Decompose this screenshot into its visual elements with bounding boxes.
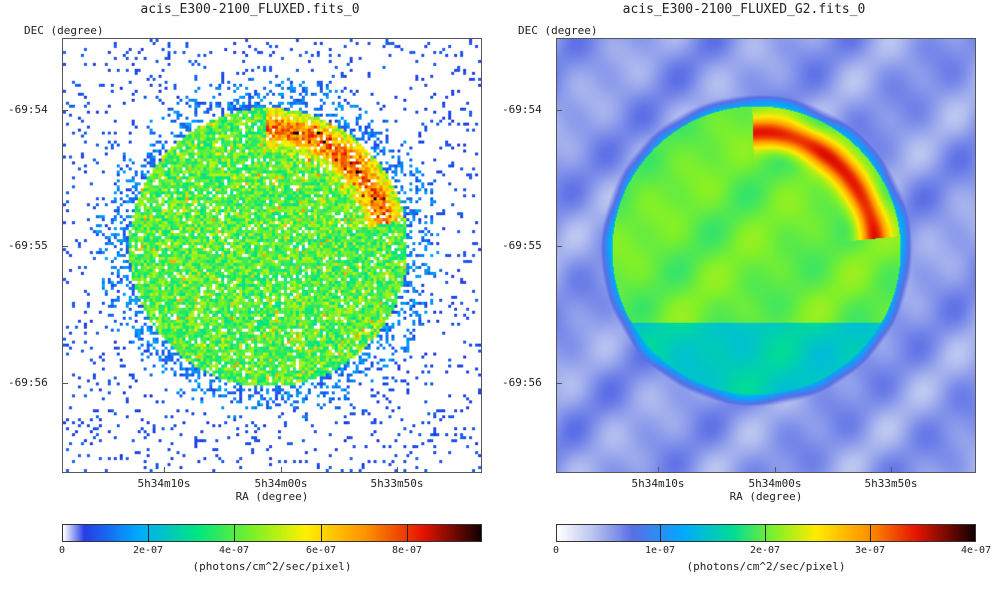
x-tick-label: 5h33m50s	[864, 477, 918, 490]
x-tick-mark	[281, 467, 282, 473]
y-tick-label: -69:56	[8, 376, 48, 389]
x-tick-label: 5h34m00s	[748, 477, 802, 490]
y-tick-mark	[556, 246, 562, 247]
colorbar-divider	[407, 524, 408, 542]
y-tick-mark	[62, 383, 68, 384]
colorbar-tick: 4e-07	[218, 545, 250, 556]
x-tick-label: 5h34m10s	[137, 477, 191, 490]
colorbar	[556, 524, 976, 542]
colorbar-divider	[660, 524, 661, 542]
colorbar-tick: 1e-07	[644, 545, 676, 556]
colorbar-divider	[870, 524, 871, 542]
colorbar-divider	[234, 524, 235, 542]
right-panel: acis_E300-2100_FLUXED_G2.fits_0 DEC (deg…	[494, 0, 994, 597]
y-tick-label: -69:54	[502, 103, 542, 116]
y-tick-mark	[556, 383, 562, 384]
y-tick-label: -69:55	[8, 239, 48, 252]
colorbar-divider	[148, 524, 149, 542]
colorbar-tick: 2e-07	[749, 545, 781, 556]
colorbar-tick: 2e-07	[132, 545, 164, 556]
colorbar-tick: 0	[552, 545, 560, 556]
x-tick-mark	[658, 467, 659, 473]
x-tick-mark	[891, 467, 892, 473]
left-panel: acis_E300-2100_FLUXED.fits_0 DEC (degree…	[8, 2, 482, 573]
y-tick-label: -69:54	[8, 103, 48, 116]
y-axis-label: DEC (degree)	[24, 24, 104, 37]
colorbar-label: (photons/cm^2/sec/pixel)	[192, 560, 352, 573]
heatmap-image[interactable]	[62, 38, 482, 473]
x-tick-mark	[164, 467, 165, 473]
colorbar-tick: 0	[58, 545, 66, 556]
y-tick-mark	[62, 110, 68, 111]
x-tick-label: 5h34m00s	[254, 477, 308, 490]
x-tick-label: 5h33m50s	[370, 477, 424, 490]
x-tick-label: 5h34m10s	[631, 477, 685, 490]
x-axis-label: RA (degree)	[729, 490, 803, 503]
y-axis-label: DEC (degree)	[518, 24, 598, 37]
chart-title: acis_E300-2100_FLUXED_G2.fits_0	[622, 2, 866, 17]
x-tick-mark	[775, 467, 776, 473]
colorbar-label: (photons/cm^2/sec/pixel)	[686, 560, 846, 573]
y-tick-mark	[556, 110, 562, 111]
colorbar-tick: 3e-07	[854, 545, 886, 556]
x-axis-label: RA (degree)	[235, 490, 309, 503]
y-tick-label: -69:56	[502, 376, 542, 389]
colorbar-tick: 6e-07	[305, 545, 337, 556]
colorbar-divider	[321, 524, 322, 542]
x-tick-mark	[397, 467, 398, 473]
colorbar-tick: 4e-07	[960, 545, 992, 556]
colorbar-tick: 8e-07	[391, 545, 423, 556]
y-tick-mark	[62, 246, 68, 247]
colorbar-divider	[765, 524, 766, 542]
y-tick-label: -69:55	[502, 239, 542, 252]
heatmap-image[interactable]	[556, 38, 976, 473]
chart-title: acis_E300-2100_FLUXED.fits_0	[140, 2, 360, 17]
colorbar	[62, 524, 482, 542]
